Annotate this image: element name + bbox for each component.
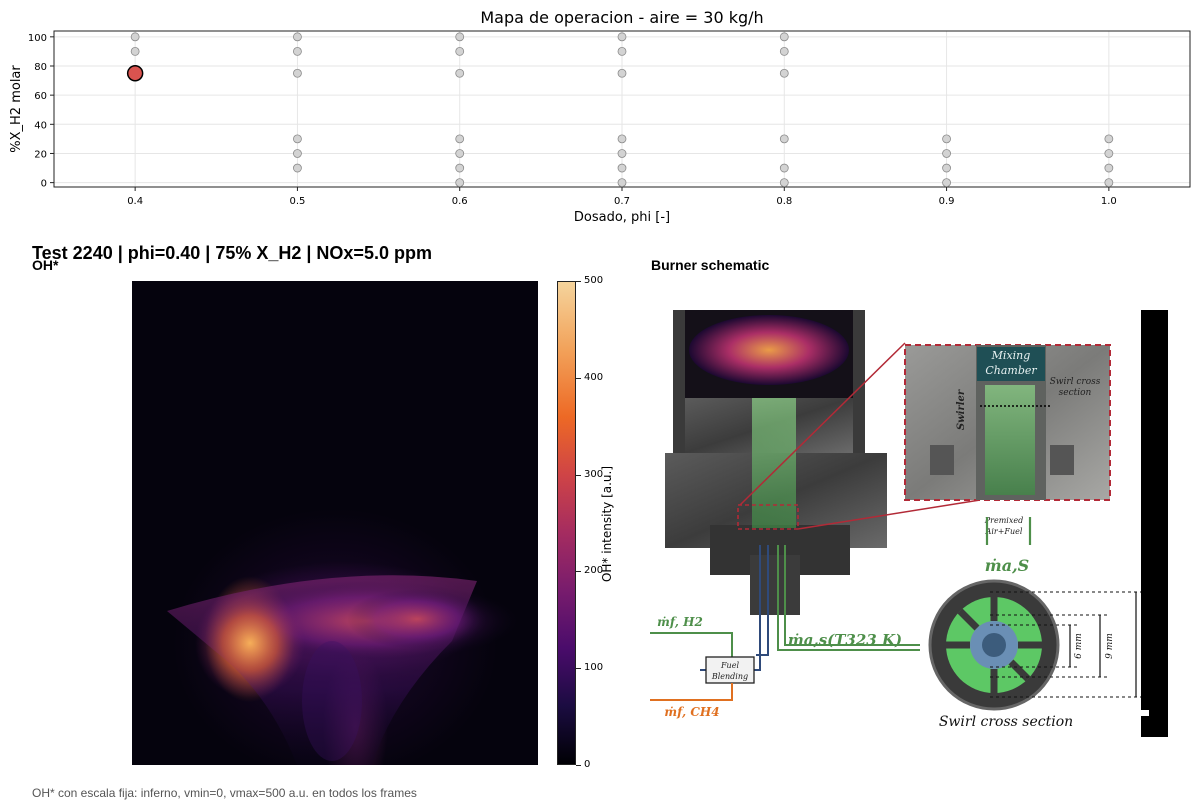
- scatter-point: [455, 32, 465, 42]
- svg-text:Chamber: Chamber: [985, 364, 1037, 377]
- scatter-point: [617, 68, 627, 78]
- scatter-point: [455, 178, 465, 188]
- x-tick-label: 0.7: [614, 196, 630, 207]
- scatter-point: [617, 163, 627, 173]
- scatter-point: [1104, 178, 1114, 188]
- footer-note: OH* con escala fija: inferno, vmin=0, vm…: [32, 786, 417, 800]
- colorbar-tick-mark: [576, 668, 581, 670]
- burner-body: [665, 310, 920, 671]
- colorbar-tick-label: 400: [584, 371, 604, 383]
- scatter-point: [293, 68, 302, 78]
- y-tick-label: 20: [34, 149, 47, 160]
- colorbar-tick-mark: [576, 571, 581, 573]
- colorbar-tick-mark: [576, 281, 581, 282]
- m-as-label: ṁa,S: [985, 556, 1029, 575]
- scatter-point: [779, 178, 789, 188]
- burner-schematic: Mixing Chamber Swirl cross section Swirl…: [650, 310, 1168, 737]
- y-tick-label: 0: [41, 179, 47, 190]
- scatter-point: [455, 68, 465, 78]
- chart-points: [126, 32, 1114, 188]
- y-tick-label: 60: [34, 91, 47, 102]
- mixing-chamber-label: Mixing: [991, 349, 1031, 362]
- oh-label: OH*: [32, 257, 59, 273]
- scatter-point: [455, 163, 465, 173]
- y-axis-ticks: 0 20 40 60 80 100: [28, 33, 54, 190]
- m-f-ch4-label: ṁf, CH4: [664, 705, 719, 719]
- x-axis-ticks: 0.4 0.5 0.6 0.7 0.8 0.9 1.0: [127, 187, 1117, 207]
- y-tick-label: 100: [28, 33, 47, 44]
- flame-overlay: [167, 575, 517, 765]
- svg-text:section: section: [1059, 388, 1092, 398]
- scatter-point: [455, 47, 465, 56]
- colorbar-tick-mark: [576, 765, 581, 766]
- test-title: Test 2240 | phi=0.40 | 75% X_H2 | NOx=5.…: [32, 243, 432, 263]
- m-f-h2-label: ṁf, H2: [657, 615, 703, 629]
- scatter-point: [779, 68, 789, 78]
- x-tick-label: 0.5: [289, 196, 305, 207]
- scatter-point: [1104, 134, 1114, 144]
- scatter-point-highlight: [126, 65, 144, 82]
- scatter-point: [293, 134, 302, 144]
- swirler-label: Swirler: [956, 389, 967, 430]
- swirl-caption: Swirl cross section: [939, 714, 1073, 730]
- scatter-point: [617, 32, 627, 42]
- scatter-point: [1104, 163, 1114, 173]
- colorbar-label: OH* intensity [a.u.]: [600, 465, 614, 583]
- chart-title: Mapa de operacion - aire = 30 kg/h: [480, 8, 763, 27]
- svg-text:Air+Fuel: Air+Fuel: [985, 527, 1023, 536]
- scatter-point: [455, 134, 465, 144]
- dim-9mm: 9 mm: [1105, 633, 1115, 659]
- scatter-point: [293, 149, 302, 158]
- operation-map-chart: Mapa de operacion - aire = 30 kg/h 0.4 0.…: [9, 8, 1191, 225]
- x-axis-label: Dosado, phi [-]: [574, 210, 670, 225]
- scatter-point: [617, 47, 627, 56]
- scatter-point: [779, 47, 789, 56]
- y-tick-label: 40: [34, 120, 47, 131]
- scatter-point: [1104, 149, 1114, 158]
- scatter-point: [617, 178, 627, 188]
- scatter-point: [455, 149, 465, 158]
- x-tick-label: 0.6: [452, 196, 468, 207]
- scatter-point: [942, 178, 951, 188]
- scatter-point: [942, 163, 951, 173]
- scatter-point: [293, 163, 302, 173]
- swirl-cross-label: Swirl cross: [1050, 377, 1101, 387]
- colorbar-tick-mark: [576, 474, 581, 476]
- colorbar-tick-label: 500: [584, 275, 604, 286]
- dim-6mm: 6 mm: [1074, 633, 1084, 659]
- fuel-blending-label: Fuel: [720, 661, 739, 670]
- swirl-disc: [928, 579, 1060, 711]
- colorbar-tick-mark: [576, 377, 581, 379]
- m-as-temp-label: ṁa,s(T323 K): [788, 631, 902, 649]
- scatter-point: [942, 149, 951, 158]
- y-axis-label: %X_H2 molar: [9, 65, 24, 153]
- scatter-point: [617, 149, 627, 158]
- scatter-point: [130, 47, 140, 56]
- scatter-point: [293, 47, 302, 56]
- x-tick-label: 1.0: [1101, 196, 1117, 207]
- mixing-chamber-detail: Mixing Chamber Swirl cross section Swirl…: [904, 344, 1111, 501]
- scatter-point: [293, 32, 302, 42]
- x-tick-label: 0.9: [939, 196, 955, 207]
- black-edge-bar: [1141, 310, 1168, 737]
- scatter-point: [779, 163, 789, 173]
- x-tick-label: 0.8: [776, 196, 792, 207]
- scatter-point: [130, 32, 140, 42]
- scatter-point: [617, 134, 627, 144]
- svg-text:Blending: Blending: [711, 672, 748, 681]
- schematic-title: Burner schematic: [651, 257, 770, 273]
- colorbar: [557, 281, 576, 765]
- premixed-label: Premixed: [984, 516, 1023, 525]
- colorbar-tick-label: 300: [584, 468, 604, 480]
- fuel-blending-box: [705, 656, 755, 684]
- scatter-point: [779, 32, 789, 42]
- scatter-point: [779, 134, 789, 144]
- colorbar-tick-label: 0: [584, 759, 591, 770]
- x-tick-label: 0.4: [127, 196, 143, 207]
- scatter-point: [942, 134, 951, 144]
- colorbar-tick-label: 100: [584, 662, 604, 674]
- oh-intensity-image: [132, 281, 538, 765]
- colorbar-tick-label: 200: [584, 565, 604, 577]
- y-tick-label: 80: [34, 62, 47, 73]
